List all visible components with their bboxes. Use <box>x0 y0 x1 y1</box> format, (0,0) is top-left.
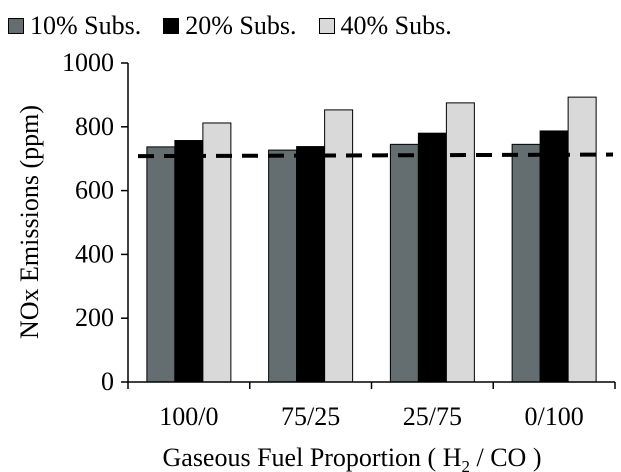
legend-label-10-subs: 10% Subs. <box>30 11 142 40</box>
y-tick-label-1000: 1000 <box>62 48 114 77</box>
legend-item-10-subs: 10% Subs. <box>8 11 141 41</box>
bar-3-4 <box>567 96 597 383</box>
legend-item-40-subs: 40% Subs. <box>318 11 452 41</box>
x-axis-label-main: Gaseous Fuel Proportion ( H <box>163 443 462 472</box>
legend: 10% Subs. 20% Subs. 40% Subs. <box>8 6 474 46</box>
x-tick-label-2: 75/25 <box>281 402 340 431</box>
x-tick-label-3: 25/75 <box>403 402 462 431</box>
bar-2-4 <box>539 130 569 383</box>
bar-2-2 <box>296 146 326 383</box>
legend-label-40-subs: 40% Subs. <box>340 11 452 40</box>
bar-1-2 <box>268 149 298 383</box>
x-axis-label-suffix: / CO ) <box>470 443 542 472</box>
x-tick-label-1: 100/0 <box>159 402 218 431</box>
bar-3-3 <box>445 102 475 383</box>
bar-1-4 <box>511 143 541 383</box>
y-tick-label-0: 0 <box>101 367 114 396</box>
y-tick-label-200: 200 <box>75 303 114 332</box>
y-axis-label: NOx Emissions (ppm) <box>15 105 44 339</box>
bar-1-1 <box>146 146 176 383</box>
legend-swatch-10-subs <box>8 18 24 34</box>
y-tick-label-800: 800 <box>75 112 114 141</box>
y-tick-label-600: 600 <box>75 176 114 205</box>
x-tick-label-4: 0/100 <box>525 402 584 431</box>
bar-3-1 <box>202 122 232 383</box>
legend-label-20-subs: 20% Subs. <box>185 11 297 40</box>
reference-line <box>137 152 614 159</box>
bar-3-2 <box>324 109 354 383</box>
x-axis-label-subscript: 2 <box>461 457 470 472</box>
legend-item-20-subs: 20% Subs. <box>163 11 297 41</box>
bar-2-3 <box>417 132 447 383</box>
legend-swatch-20-subs <box>163 18 180 34</box>
bar-2-1 <box>174 140 204 383</box>
y-tick-label-400: 400 <box>75 239 114 268</box>
legend-swatch-40-subs <box>318 18 335 34</box>
bar-1-3 <box>389 143 419 383</box>
x-axis-label: Gaseous Fuel Proportion ( H2 / CO ) <box>163 443 542 472</box>
